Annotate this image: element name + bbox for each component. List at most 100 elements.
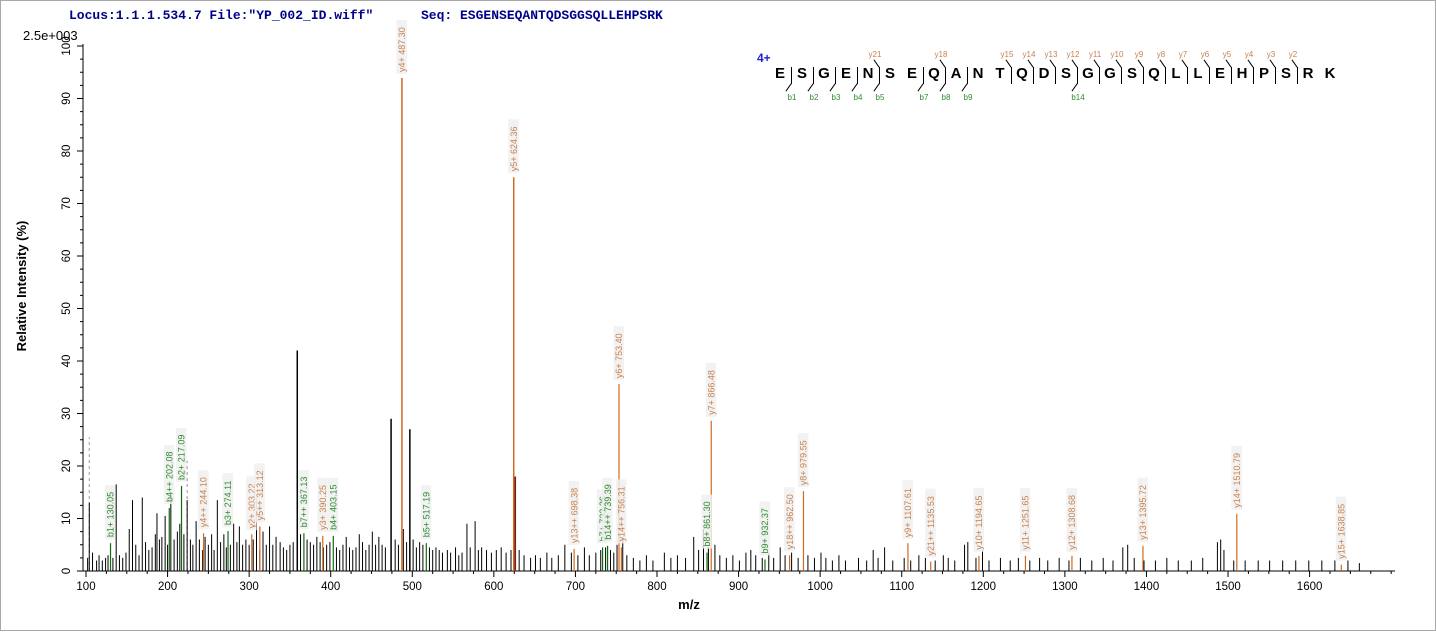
peak-label-bg (613, 326, 624, 381)
axes-layer: 100 200 300 400 500 600 700 800 900 1000 1100 1200 1… (61, 36, 1395, 593)
residue-letter: R (1302, 65, 1314, 82)
x-tick-label: 500 (403, 581, 422, 593)
b-ion-label: b2 (809, 93, 819, 102)
x-axis-title: m/z (678, 597, 700, 612)
x-tick-label: 1500 (1215, 581, 1241, 593)
y-tick-label: 10 (61, 512, 73, 525)
peak-label-bg (420, 485, 432, 540)
y-ion-label: y18 (934, 50, 948, 59)
fragment-site-bar (1186, 67, 1188, 84)
peak-label: y5++ 313.12 (255, 470, 265, 520)
residue-letter: G (1082, 65, 1094, 82)
residue-letter: H (1236, 65, 1248, 82)
peak-label: y5+ 624.36 (509, 126, 519, 171)
fragment-site-bar (1164, 67, 1166, 84)
peak-label-bg (1335, 496, 1347, 561)
fragment-site-bar (790, 67, 792, 84)
fragment-site-bar (1076, 67, 1078, 84)
residue-letter: D (1038, 65, 1050, 82)
peak-label-bg (246, 476, 257, 531)
y-tick-label: 0 (61, 568, 73, 574)
y-ion-label: y13 (1044, 50, 1058, 59)
b-ion-label: b4 (853, 93, 863, 102)
x-tick-label: 1100 (889, 581, 914, 593)
peak-label: b4++ 202.08 (164, 451, 174, 502)
x-tick-label: 1600 (1297, 581, 1323, 593)
residue-letter: S (884, 65, 895, 82)
residue-letter: L (1193, 65, 1203, 82)
y-ion-label: y6 (1200, 50, 1210, 59)
x-tick-label: 100 (76, 581, 95, 593)
peak-label: y14++ 756.31 (617, 486, 627, 541)
peak-label: y10+ 1194.65 (974, 496, 984, 550)
sequence-header-label: Seq: ESGENSEQANTQDSGGSQLLEHPSRK (421, 8, 663, 23)
residue-letter: E (840, 65, 851, 82)
residue-letter: K (1324, 65, 1336, 82)
b-ion-tick (961, 83, 968, 92)
peak-label: y18++ 962.50 (785, 494, 795, 549)
peak-label-bg (925, 488, 936, 558)
peak-label: b5+ 517.19 (422, 492, 432, 537)
peak-label: b1+ 130.05 (106, 492, 116, 537)
b-ion-tick (1071, 83, 1078, 92)
b-ion-tick (785, 83, 792, 92)
peak-label-bg (705, 362, 717, 417)
y-ion-label: y11 (1088, 50, 1102, 59)
y-tick-label: 100 (61, 36, 73, 55)
b-ion-label: b5 (875, 93, 885, 102)
peak-labels-layer: b1+ 130.05 b4++ 202.08 b2+ 217.09 b3+ 274.1… (105, 20, 1346, 561)
fragment-site-bar (1098, 67, 1100, 84)
fragment-site-bar (1274, 67, 1276, 84)
x-tick-label: 1300 (1052, 581, 1078, 593)
peak-label-bg (163, 445, 175, 504)
residue-letter: S (796, 65, 807, 82)
peak-label-bg (176, 427, 187, 482)
peak-label: y8+ 979.55 (799, 440, 809, 485)
residue-letter: E (906, 65, 917, 82)
peak-label: b4+ 403.15 (328, 485, 338, 530)
peak-label: b14++ 739.39 (603, 484, 613, 540)
peak-label-bg (797, 433, 809, 488)
y-axis-title: Relative Intensity (%) (14, 221, 29, 352)
b-ion-tick (939, 83, 946, 92)
peak-label: y21++ 1135.53 (926, 496, 936, 555)
y-tick-label: 30 (61, 407, 73, 420)
y-ion-label: y21 (868, 50, 882, 59)
precursor-charge-label: 4+ (757, 51, 771, 65)
x-tick-label: 800 (647, 581, 666, 593)
y-tick-label: 70 (61, 197, 73, 210)
locus-file-label: Locus:1.1.1.534.7 File:"YP_002_ID.wiff" (69, 8, 374, 23)
peak-label-bg (298, 470, 309, 530)
peak-label-bg (759, 501, 770, 556)
fragment-site-bar (878, 67, 880, 84)
residue-letter: Q (1148, 65, 1160, 82)
peak-label-bg (602, 477, 613, 542)
x-tick-label: 300 (240, 581, 259, 593)
peak-label-bg (701, 494, 713, 549)
fragment-site-bar (1032, 67, 1034, 84)
peak-label-bg (784, 487, 795, 552)
peak-label-bg (973, 487, 984, 552)
peak-label-bg (1066, 487, 1077, 552)
y-ion-label: y15 (1000, 50, 1014, 59)
fragment-site-bar (856, 67, 858, 84)
y-ion-label: y14 (1022, 50, 1036, 59)
peak-label: b3+ 274.11 (223, 480, 233, 525)
b-ion-label: b7 (919, 93, 929, 102)
b-ion-tick (873, 83, 880, 92)
x-tick-label: 400 (321, 581, 340, 593)
peak-label: y4++ 244.10 (199, 477, 209, 527)
residue-letter: P (1258, 65, 1269, 82)
peak-label: y13+ 1395.72 (1138, 485, 1148, 540)
residue-letter: E (1214, 65, 1225, 82)
peak-label-bg (254, 463, 265, 523)
peaks-layer (87, 350, 1360, 571)
y-ion-label: y12 (1066, 50, 1080, 59)
peak-label: b8+ 861.30 (702, 501, 712, 546)
peak-label: y14+ 1510.79 (1232, 453, 1242, 508)
peak-label-bg (222, 473, 234, 528)
peak-label: b2+ 217.09 (177, 435, 187, 480)
peak-label: y11+ 1251.65 (1021, 496, 1031, 550)
residue-letter: A (950, 65, 962, 82)
